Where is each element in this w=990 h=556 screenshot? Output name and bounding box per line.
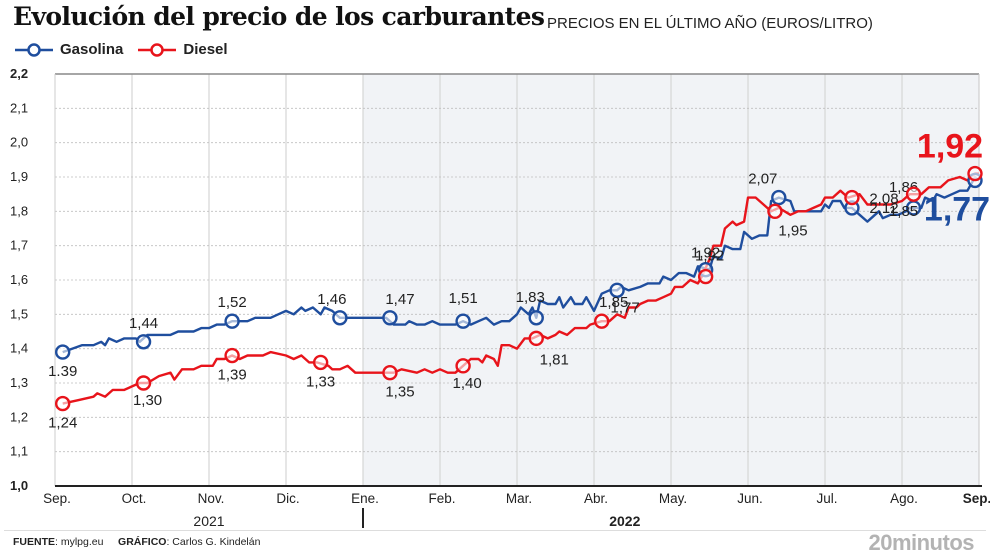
y-tick-label: 1,4 bbox=[10, 341, 28, 356]
data-marker-diesel bbox=[55, 395, 71, 412]
y-tick-label: 1,8 bbox=[10, 203, 28, 218]
data-label-diesel: 1,33 bbox=[306, 373, 335, 390]
source-value: : mylpg.eu bbox=[55, 536, 104, 548]
data-label-gasolina: 1,51 bbox=[448, 290, 477, 307]
data-label-gasolina: 1,44 bbox=[129, 315, 158, 332]
data-marker-diesel bbox=[382, 365, 398, 381]
y-tick-label: 1,3 bbox=[10, 375, 28, 390]
x-tick-label: Sep. bbox=[43, 491, 71, 506]
data-marker-diesel bbox=[224, 347, 240, 364]
brand-logo: 20minutos bbox=[868, 530, 974, 555]
data-label-diesel: 1,35 bbox=[385, 384, 414, 401]
legend-item-gasolina: Gasolina bbox=[14, 41, 123, 58]
chart-subtitle: PRECIOS EN EL ÚLTIMO AÑO (EUROS/LITRO) bbox=[547, 15, 873, 32]
data-marker-diesel bbox=[905, 186, 922, 202]
y-tick-label: 1,6 bbox=[10, 272, 28, 287]
data-label-diesel: 2,08 bbox=[869, 191, 898, 208]
data-marker-gasolina bbox=[332, 310, 348, 326]
y-tick-label: 2,0 bbox=[10, 135, 28, 150]
y-tick-label: 1,1 bbox=[10, 444, 28, 459]
legend-gasolina-marker-icon bbox=[15, 42, 53, 57]
data-marker-gasolina bbox=[528, 310, 544, 326]
y-tick-label: 2,2 bbox=[10, 66, 28, 81]
data-marker-gasolina bbox=[135, 334, 152, 350]
data-marker-gasolina bbox=[455, 313, 471, 329]
x-tick-label: Jun. bbox=[737, 491, 763, 506]
data-marker-gasolina bbox=[55, 344, 71, 360]
data-marker-diesel bbox=[135, 375, 152, 391]
data-marker-gasolina bbox=[382, 310, 398, 326]
x-tick-label: Ago. bbox=[890, 491, 918, 506]
y-tick-label: 1,5 bbox=[10, 306, 28, 321]
source-label: FUENTE bbox=[13, 536, 55, 548]
data-marker-gasolina bbox=[224, 313, 240, 329]
x-tick-label: Mar. bbox=[506, 491, 532, 506]
legend-item-diesel: Diesel bbox=[137, 41, 228, 58]
data-marker-diesel bbox=[528, 330, 544, 347]
legend-label: Gasolina bbox=[60, 41, 124, 58]
data-label-diesel: 1,92 bbox=[695, 248, 724, 265]
data-marker-diesel bbox=[594, 313, 610, 329]
x-tick-label: Oct. bbox=[122, 491, 147, 506]
x-tick-label: Feb. bbox=[428, 491, 455, 506]
data-marker-diesel bbox=[844, 189, 860, 206]
data-label-gasolina: 2,07 bbox=[748, 171, 777, 188]
legend-label: Diesel bbox=[183, 41, 228, 58]
graphic-label: GRÁFICO bbox=[118, 536, 167, 548]
data-label-diesel: 1,24 bbox=[48, 415, 77, 432]
x-tick-label: Abr. bbox=[584, 491, 608, 506]
data-marker-diesel bbox=[967, 165, 983, 182]
data-label-diesel: 1,81 bbox=[540, 351, 569, 368]
credits: FUENTE: mylpg.eu GRÁFICO: Carlos G. Kind… bbox=[13, 536, 260, 548]
data-label-gasolina: 2,12 bbox=[869, 200, 898, 217]
y-tick-label: 1,7 bbox=[10, 238, 28, 253]
data-label-gasolina: 1.39 bbox=[48, 363, 77, 380]
data-marker-gasolina bbox=[609, 282, 625, 298]
line-chart: 1,0 1,1 1,2 1,3 1,4 1,5 1,6 1,7 1,8 1,9 2,0 2,1 2,2 S… bbox=[10, 66, 990, 529]
y-tick-label: 2,1 bbox=[10, 100, 28, 115]
y-tick-label: 1,2 bbox=[10, 409, 28, 424]
data-marker-gasolina bbox=[771, 189, 787, 206]
x-tick-label: Jul. bbox=[816, 491, 837, 506]
data-label-diesel: 1,30 bbox=[133, 392, 162, 409]
data-marker-diesel bbox=[767, 203, 783, 220]
data-label-gasolina: 1,46 bbox=[317, 291, 346, 308]
legend: Gasolina Diesel bbox=[14, 41, 242, 58]
data-label-gasolina: 1,52 bbox=[217, 294, 246, 311]
data-label-gasolina: 1,77 bbox=[610, 299, 639, 316]
data-label-diesel: 1,40 bbox=[452, 375, 481, 392]
data-label-diesel: 1,95 bbox=[778, 222, 807, 239]
data-marker-diesel bbox=[312, 354, 329, 371]
data-marker-diesel bbox=[697, 268, 714, 285]
data-label-gasolina: 1,47 bbox=[385, 291, 414, 308]
data-label-diesel: 1,85 bbox=[599, 294, 628, 311]
footer-divider bbox=[4, 530, 986, 531]
graphic-value: : Carlos G. Kindelán bbox=[166, 536, 261, 548]
x-tick-label: Ene. bbox=[351, 491, 379, 506]
x-tick-label: Sep. bbox=[963, 491, 990, 506]
legend-diesel-marker-icon bbox=[138, 42, 177, 57]
x-tick-label: Dic. bbox=[276, 491, 299, 506]
data-label-diesel: 1,39 bbox=[217, 367, 246, 384]
data-marker-diesel bbox=[455, 358, 471, 374]
final-value-label-gasolina: 1,77 bbox=[924, 190, 990, 228]
chart-title: Evolución del precio de los carburantes bbox=[13, 2, 545, 31]
y-tick-label: 1,0 bbox=[10, 478, 28, 493]
x-tick-label: May. bbox=[659, 491, 687, 506]
x-tick-label: Nov. bbox=[198, 491, 225, 506]
year-label: 2021 bbox=[193, 513, 224, 529]
data-label-gasolina: 1,92 bbox=[691, 245, 720, 262]
y-tick-label: 1,9 bbox=[10, 169, 28, 184]
data-label-diesel: 1,85 bbox=[889, 203, 918, 220]
year-label: 2022 bbox=[609, 513, 640, 529]
data-label-gasolina: 1,83 bbox=[516, 289, 545, 306]
final-value-label-diesel: 1,92 bbox=[917, 128, 983, 166]
